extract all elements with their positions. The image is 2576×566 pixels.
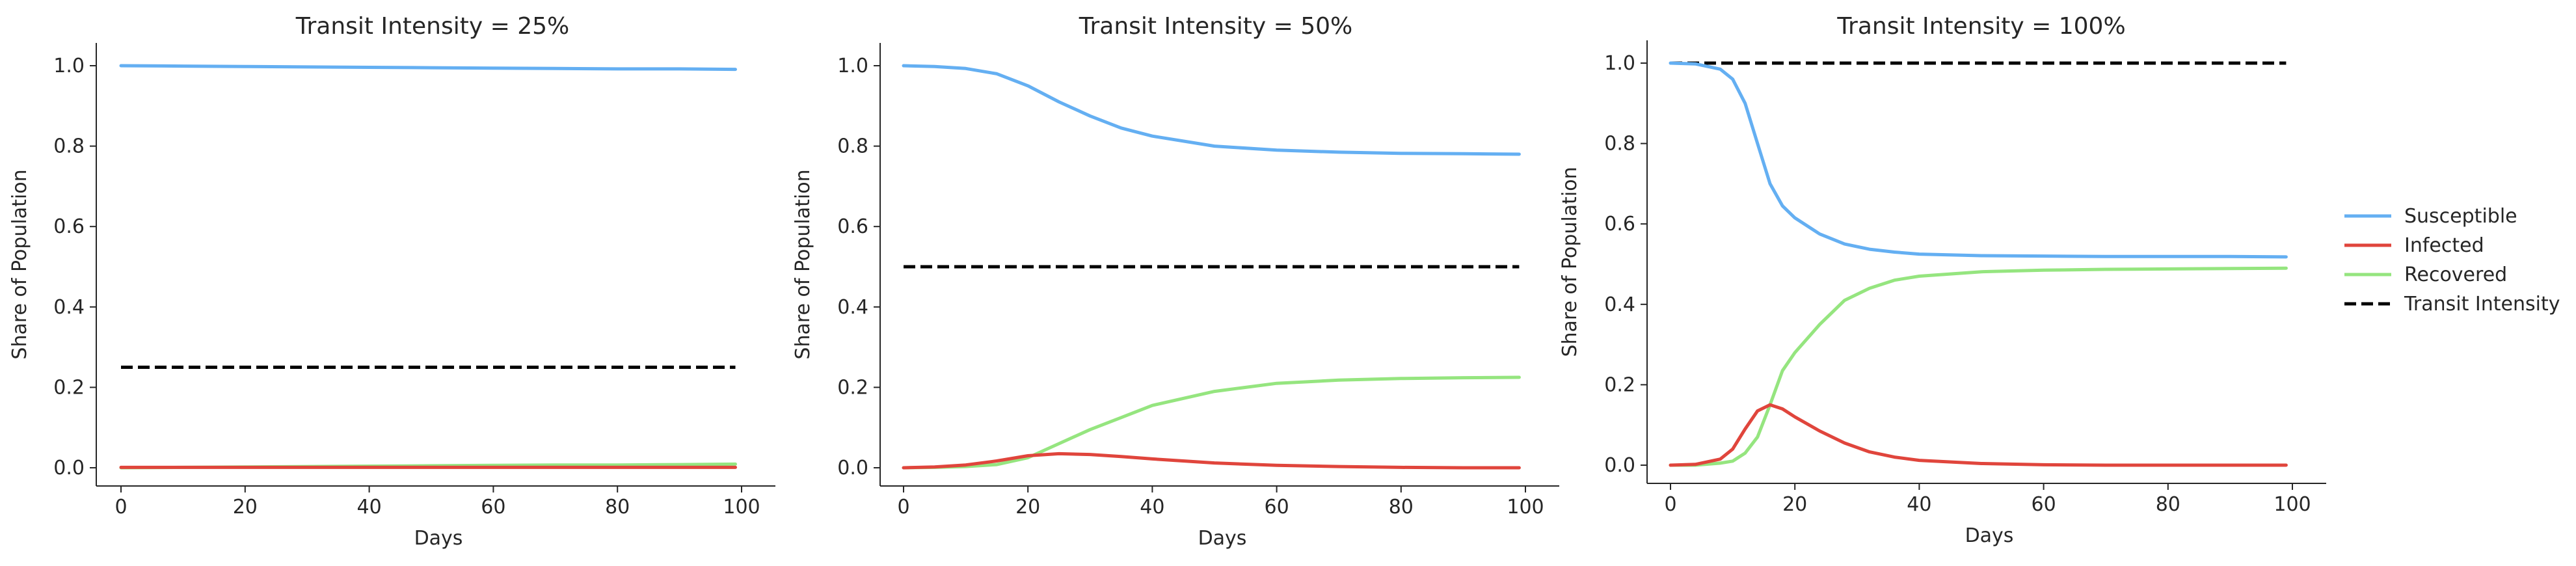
y-tick-label: 0.2 xyxy=(53,376,85,399)
series-line-susceptible xyxy=(119,64,737,72)
legend-label: Transit Intensity xyxy=(2404,293,2560,316)
x-tick-label: 100 xyxy=(1507,496,1544,519)
y-tick-label: 0.2 xyxy=(837,376,868,399)
x-tick-label: 60 xyxy=(481,496,505,519)
x-tick-label: 100 xyxy=(2274,493,2311,516)
x-tick-label: 0 xyxy=(897,496,909,519)
y-tick-label: 0.4 xyxy=(837,296,868,319)
legend-item-recovered: Recovered xyxy=(2344,263,2507,286)
y-tick-label: 0.8 xyxy=(1604,133,1635,155)
legend-label: Recovered xyxy=(2404,263,2507,286)
x-tick-label: 60 xyxy=(2032,493,2056,516)
panels: Transit Intensity = 25% 0.0 0.2 0.4 0.6 0.8 1.… xyxy=(8,13,2326,550)
y-tick-label: 0.4 xyxy=(1604,293,1635,316)
series-line-recovered xyxy=(902,375,1521,470)
y-axis-label: Share of Population xyxy=(792,169,814,359)
legend-item-infected: Infected xyxy=(2344,234,2484,257)
x-tick-label: 40 xyxy=(1140,496,1164,519)
series-line-susceptible xyxy=(902,64,1521,156)
y-tick-label: 0.8 xyxy=(837,135,868,158)
chart-title: Transit Intensity = 25% xyxy=(295,13,569,40)
x-tick-label: 0 xyxy=(114,496,127,519)
y-tick-label: 1.0 xyxy=(1604,52,1635,75)
x-tick-label: 40 xyxy=(1907,493,1931,516)
y-tick-label: 1.0 xyxy=(53,55,85,77)
x-axis-label: Days xyxy=(414,527,463,550)
chart-title: Transit Intensity = 100% xyxy=(1836,13,2125,40)
y-axis-label: Share of Population xyxy=(1559,167,1581,357)
legend: Susceptible Infected Recovered Transit Inte… xyxy=(2344,205,2560,316)
y-tick-label: 0.0 xyxy=(1604,454,1635,477)
y-axis-label: Share of Population xyxy=(8,169,31,359)
series-line-infected xyxy=(902,451,1521,470)
x-tick-label: 40 xyxy=(357,496,382,519)
y-tick-label: 0.6 xyxy=(1604,213,1635,236)
series-line-infected xyxy=(1669,403,2288,467)
chart-panel-1: Transit Intensity = 25% 0.0 0.2 0.4 0.6 0.8 1.… xyxy=(8,13,775,550)
x-tick-label: 0 xyxy=(1664,493,1676,516)
y-tick-label: 0.6 xyxy=(837,215,868,238)
x-axis-label: Days xyxy=(1965,524,2014,547)
y-tick-label: 0.8 xyxy=(53,135,85,158)
legend-label: Infected xyxy=(2404,234,2484,257)
x-tick-label: 80 xyxy=(605,496,630,519)
y-tick-label: 0.6 xyxy=(53,215,85,238)
x-axis-label: Days xyxy=(1198,527,1247,550)
chart-panel-3: Transit Intensity = 100% 0.0 0.2 0.4 0.6 0.8 1… xyxy=(1559,13,2326,547)
legend-item-susceptible: Susceptible xyxy=(2344,205,2517,228)
series-line-susceptible xyxy=(1669,61,2288,259)
y-tick-label: 0.0 xyxy=(53,457,85,479)
y-tick-label: 0.2 xyxy=(1604,373,1635,396)
legend-label: Susceptible xyxy=(2404,205,2517,228)
x-tick-label: 80 xyxy=(2156,493,2180,516)
chart-panel-2: Transit Intensity = 50% 0.0 0.2 0.4 0.6 0.8 1.… xyxy=(792,13,1559,550)
x-tick-label: 20 xyxy=(1015,496,1040,519)
x-tick-label: 100 xyxy=(723,496,760,519)
x-tick-label: 20 xyxy=(1782,493,1807,516)
legend-item-transit-intensity: Transit Intensity xyxy=(2344,293,2560,316)
series-line-recovered xyxy=(1669,266,2288,467)
y-tick-label: 0.0 xyxy=(837,457,868,479)
chart-title: Transit Intensity = 50% xyxy=(1079,13,1352,40)
x-tick-label: 20 xyxy=(233,496,258,519)
x-tick-label: 60 xyxy=(1265,496,1289,519)
y-tick-label: 1.0 xyxy=(837,55,868,77)
x-tick-label: 80 xyxy=(1389,496,1414,519)
y-tick-label: 0.4 xyxy=(53,296,85,319)
